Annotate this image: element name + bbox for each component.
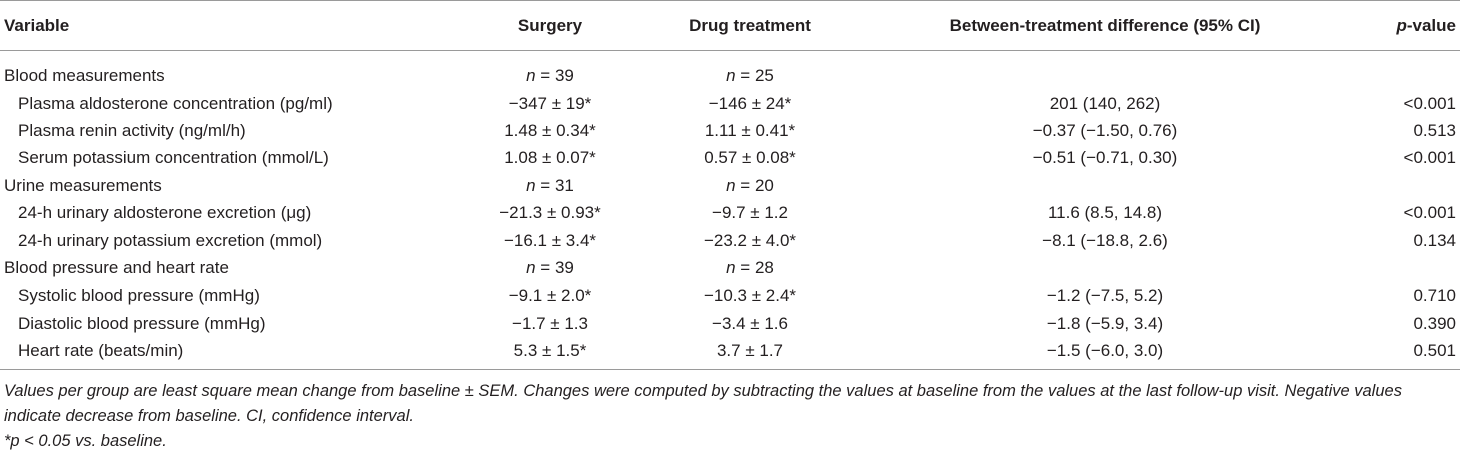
group-n-drug: n = 28: [726, 258, 774, 277]
table-header-row: Variable Surgery Drug treatment Between-…: [0, 12, 1460, 40]
group-n-drug: n = 25: [726, 66, 774, 85]
row-diff: 11.6 (8.5, 14.8): [1047, 203, 1163, 222]
header-drug-treatment: Drug treatment: [689, 16, 811, 35]
group-label: Urine measurements: [4, 176, 162, 195]
row-surgery: −347 ± 19*: [508, 94, 592, 113]
table-row: Systolic blood pressure (mmHg) −9.1 ± 2.…: [0, 282, 1460, 310]
row-variable: Plasma aldosterone concentration (pg/ml): [18, 94, 333, 113]
table-row: 24-h urinary aldosterone excretion (μg) …: [0, 199, 1460, 227]
group-label: Blood pressure and heart rate: [4, 258, 229, 277]
row-variable: Systolic blood pressure (mmHg): [18, 286, 260, 305]
row-surgery: −16.1 ± 3.4*: [503, 231, 597, 250]
row-surgery: −21.3 ± 0.93*: [499, 203, 601, 222]
row-drug: −23.2 ± 4.0*: [703, 231, 797, 250]
row-drug: 0.57 ± 0.08*: [704, 148, 796, 167]
group-n-drug: n = 20: [726, 176, 774, 195]
group-n-surgery: n = 31: [526, 176, 574, 195]
row-drug: 1.11 ± 0.41*: [704, 121, 796, 140]
header-bottom-rule: [0, 50, 1460, 51]
table-row: Diastolic blood pressure (mmHg) −1.7 ± 1…: [0, 310, 1460, 338]
header-between-treatment-difference: Between-treatment difference (95% CI): [949, 16, 1261, 35]
row-drug: −146 ± 24*: [708, 94, 792, 113]
table-row: 24-h urinary potassium excretion (mmol) …: [0, 227, 1460, 255]
row-p: 0.513: [1413, 121, 1456, 140]
header-p-value: p-value: [1396, 16, 1456, 35]
row-drug: −3.4 ± 1.6: [712, 314, 788, 333]
row-variable: Diastolic blood pressure (mmHg): [18, 314, 266, 333]
row-drug: −10.3 ± 2.4*: [703, 286, 797, 305]
row-p: <0.001: [1403, 203, 1456, 222]
row-variable: 24-h urinary aldosterone excretion (μg): [18, 203, 312, 222]
row-variable: Heart rate (beats/min): [18, 341, 184, 360]
table-top-rule: [0, 0, 1460, 1]
row-diff: −1.2 (−7.5, 5.2): [1046, 286, 1164, 305]
row-p: 0.710: [1413, 286, 1456, 305]
row-diff: −8.1 (−18.8, 2.6): [1042, 231, 1168, 250]
row-p: 0.134: [1413, 231, 1456, 250]
group-n-surgery: n = 39: [526, 258, 574, 277]
header-variable: Variable: [4, 16, 70, 35]
row-variable: Plasma renin activity (ng/ml/h): [18, 121, 246, 140]
row-diff: −0.37 (−1.50, 0.76): [1032, 121, 1178, 140]
row-p: <0.001: [1403, 148, 1456, 167]
table-footnote: Values per group are least square mean c…: [4, 382, 1402, 425]
group-n-surgery: n = 39: [526, 66, 574, 85]
row-drug: 3.7 ± 1.7: [716, 341, 784, 360]
group-label: Blood measurements: [4, 66, 165, 85]
significance-footnote: *p < 0.05 vs. baseline.: [4, 432, 167, 450]
table-row: Heart rate (beats/min) 5.3 ± 1.5* 3.7 ± …: [0, 337, 1460, 365]
row-p: 0.501: [1413, 341, 1456, 360]
row-p: <0.001: [1403, 94, 1456, 113]
table-row: Plasma renin activity (ng/ml/h) 1.48 ± 0…: [0, 117, 1460, 145]
table-row: Plasma aldosterone concentration (pg/ml)…: [0, 90, 1460, 118]
row-diff: −1.5 (−6.0, 3.0): [1046, 341, 1164, 360]
group-row-blood: Blood measurements n = 39 n = 25: [0, 62, 1460, 90]
row-surgery: 1.08 ± 0.07*: [504, 148, 596, 167]
row-surgery: −9.1 ± 2.0*: [508, 286, 592, 305]
row-variable: 24-h urinary potassium excretion (mmol): [18, 231, 323, 250]
group-row-blood-pressure: Blood pressure and heart rate n = 39 n =…: [0, 254, 1460, 282]
row-p: 0.390: [1413, 314, 1456, 333]
header-surgery: Surgery: [517, 16, 583, 35]
row-surgery: −1.7 ± 1.3: [512, 314, 588, 333]
row-diff: −1.8 (−5.9, 3.4): [1046, 314, 1164, 333]
row-diff: −0.51 (−0.71, 0.30): [1032, 148, 1178, 167]
group-row-urine: Urine measurements n = 31 n = 20: [0, 172, 1460, 200]
row-surgery: 1.48 ± 0.34*: [504, 121, 596, 140]
table-bottom-rule: [0, 369, 1460, 370]
row-variable: Serum potassium concentration (mmol/L): [18, 148, 329, 167]
row-surgery: 5.3 ± 1.5*: [513, 341, 587, 360]
table-row: Serum potassium concentration (mmol/L) 1…: [0, 144, 1460, 172]
row-diff: 201 (140, 262): [1049, 94, 1161, 113]
row-drug: −9.7 ± 1.2: [712, 203, 788, 222]
